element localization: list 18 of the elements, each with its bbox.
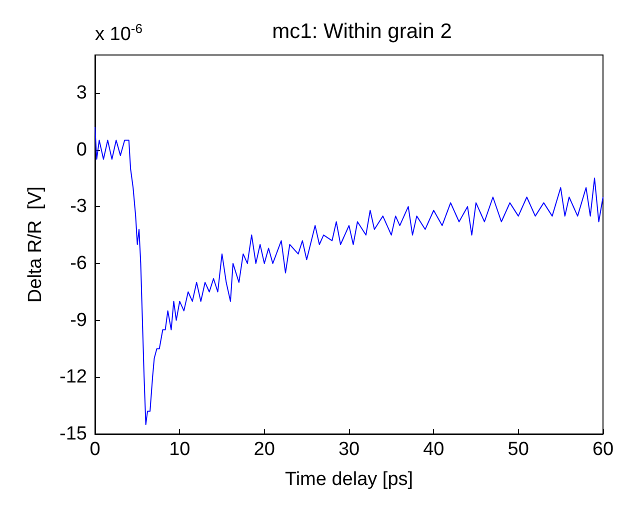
x-tick-label: 50	[508, 439, 529, 460]
x-tick-label: 10	[169, 439, 190, 460]
y-tick-label: -15	[60, 424, 87, 444]
y-tick-label: -6	[70, 252, 87, 274]
x-tick-label: 0	[90, 439, 100, 460]
x-axis-title: Time delay [ps]	[284, 469, 414, 490]
y-tick-label: -12	[60, 366, 87, 388]
line-series	[94, 126, 604, 426]
x-tick-label: 40	[423, 439, 444, 460]
y-tick-label: -9	[70, 310, 87, 331]
y-axis-title: Delta R/R [V]	[25, 186, 46, 303]
y-tick-label: 3	[76, 82, 87, 104]
x-tick-label: 60	[592, 439, 614, 460]
y-tick-label: 0	[76, 139, 87, 160]
y-tick-label: -3	[70, 196, 87, 218]
chart-title: mc1: Within grain 2	[272, 20, 452, 43]
x-tick-label: 20	[254, 439, 275, 460]
x-tick-label: 30	[338, 439, 360, 460]
